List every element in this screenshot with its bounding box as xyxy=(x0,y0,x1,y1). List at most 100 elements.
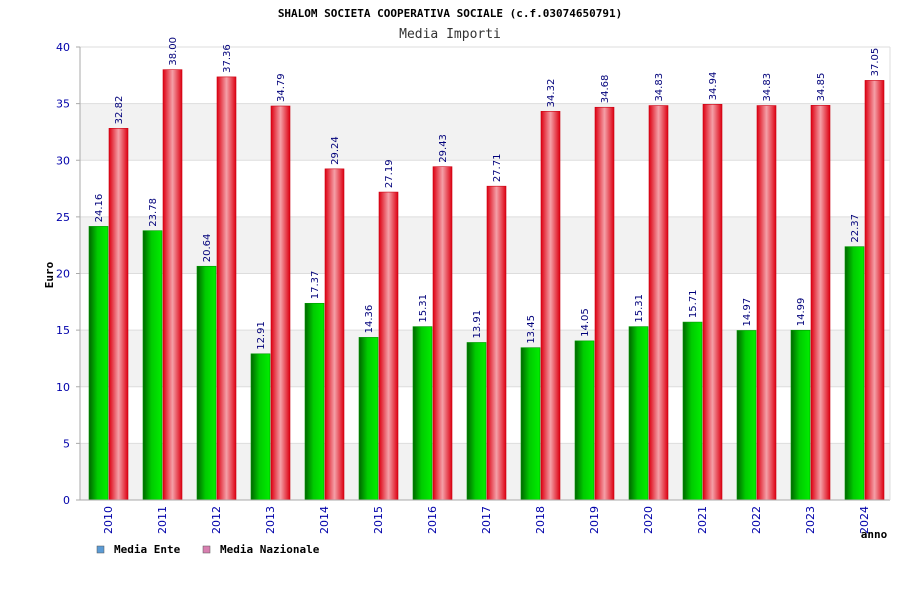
data-label: 13.45 xyxy=(526,315,537,344)
axes-group xyxy=(76,46,891,501)
y-tick-label: 30 xyxy=(56,154,70,167)
data-label: 15.31 xyxy=(634,294,645,323)
data-label: 29.24 xyxy=(330,136,341,165)
y-axis-label: Euro xyxy=(43,261,56,288)
grid-band xyxy=(80,103,890,161)
y-tick-label: 25 xyxy=(56,211,70,224)
bar-media-nazionale-2014 xyxy=(324,168,345,501)
x-tick-label: 2020 xyxy=(642,506,655,534)
data-label: 14.05 xyxy=(580,308,591,337)
legend-swatch xyxy=(202,545,211,554)
data-label: 15.71 xyxy=(688,289,699,318)
bar-media-ente-2021 xyxy=(682,321,703,501)
data-label: 34.68 xyxy=(600,75,611,104)
data-labels-group: 24.16 32.82 23.78 38.00 20.64 37.36 12.91 34.79… xyxy=(94,37,881,350)
y-tick-label: 20 xyxy=(56,268,70,281)
x-tick-label: 2018 xyxy=(534,506,547,534)
x-tick-label: 2019 xyxy=(588,506,601,534)
bar-media-nazionale-2013 xyxy=(270,105,291,501)
y-tick-label: 35 xyxy=(56,98,70,111)
data-label: 34.79 xyxy=(276,73,287,102)
bar-media-ente-2020 xyxy=(628,326,649,501)
x-tick-label: 2014 xyxy=(318,506,331,534)
data-label: 12.91 xyxy=(256,321,267,350)
y-tick-label: 0 xyxy=(63,494,70,507)
x-tick-label: 2017 xyxy=(480,506,493,534)
data-label: 38.00 xyxy=(168,37,179,66)
legend-label: Media Nazionale xyxy=(220,543,320,556)
bar-media-nazionale-2011 xyxy=(162,69,183,501)
y-tick-label: 5 xyxy=(63,437,70,450)
x-axis-label: anno xyxy=(861,528,888,541)
data-label: 22.37 xyxy=(850,214,861,243)
y-tick-label: 15 xyxy=(56,324,70,337)
legend-label: Media Ente xyxy=(114,543,181,556)
data-label: 14.99 xyxy=(796,298,807,327)
x-tick-label: 2024 xyxy=(858,506,871,534)
bar-media-ente-2010 xyxy=(88,226,109,501)
data-label: 20.64 xyxy=(202,234,213,263)
x-tick-labels: 2010 2011 2012 2013 2014 2015 2016 2017 2018 2019… xyxy=(102,506,871,534)
data-label: 32.82 xyxy=(114,96,125,125)
x-tick-label: 2011 xyxy=(156,506,169,534)
data-label: 13.91 xyxy=(472,310,483,339)
chart-title: SHALOM SOCIETA COOPERATIVA SOCIALE (c.f.… xyxy=(278,7,622,20)
bar-media-ente-2019 xyxy=(574,340,595,501)
bar-media-ente-2024 xyxy=(844,246,865,501)
y-tick-label: 10 xyxy=(56,381,70,394)
bar-media-nazionale-2022 xyxy=(756,105,777,501)
data-label: 34.85 xyxy=(816,73,827,102)
x-tick-label: 2016 xyxy=(426,506,439,534)
x-tick-label: 2012 xyxy=(210,506,223,534)
y-tick-labels: 0 5 10 15 20 25 30 35 40 xyxy=(56,41,70,507)
bar-media-nazionale-2010 xyxy=(108,128,129,501)
data-label: 37.05 xyxy=(870,48,881,77)
data-label: 34.83 xyxy=(654,73,665,102)
x-tick-label: 2013 xyxy=(264,506,277,534)
bar-media-nazionale-2023 xyxy=(810,105,831,501)
bar-media-nazionale-2015 xyxy=(378,191,399,501)
data-label: 34.32 xyxy=(546,79,557,108)
bars-group xyxy=(88,69,885,501)
bar-media-nazionale-2017 xyxy=(486,185,507,501)
bar-media-ente-2015 xyxy=(358,337,379,501)
bar-media-ente-2022 xyxy=(736,330,757,501)
bar-media-ente-2014 xyxy=(304,302,325,501)
bar-media-ente-2017 xyxy=(466,342,487,501)
x-tick-label: 2015 xyxy=(372,506,385,534)
data-label: 14.36 xyxy=(364,305,375,334)
bar-media-nazionale-2024 xyxy=(864,80,885,501)
legend: Media Ente Media Nazionale xyxy=(96,543,320,556)
bar-media-nazionale-2019 xyxy=(594,106,615,501)
data-label: 34.94 xyxy=(708,72,719,101)
data-label: 23.78 xyxy=(148,198,159,227)
grid-band xyxy=(80,216,890,274)
bar-media-ente-2023 xyxy=(790,329,811,501)
data-label: 27.19 xyxy=(384,159,395,188)
bar-media-ente-2016 xyxy=(412,326,433,501)
data-label: 27.71 xyxy=(492,154,503,183)
bar-media-ente-2012 xyxy=(196,265,217,501)
x-tick-label: 2022 xyxy=(750,506,763,534)
chart-subtitle: Media Importi xyxy=(399,27,501,42)
bar-media-nazionale-2016 xyxy=(432,166,453,501)
data-label: 15.31 xyxy=(418,294,429,323)
data-label: 17.37 xyxy=(310,271,321,300)
bar-media-nazionale-2012 xyxy=(216,76,237,501)
data-label: 34.83 xyxy=(762,73,773,102)
x-tick-label: 2010 xyxy=(102,506,115,534)
x-tick-label: 2021 xyxy=(696,506,709,534)
bar-media-ente-2018 xyxy=(520,347,541,501)
bar-media-nazionale-2021 xyxy=(702,104,723,501)
data-label: 37.36 xyxy=(222,44,233,73)
y-tick-label: 40 xyxy=(56,41,70,54)
data-label: 29.43 xyxy=(438,134,449,163)
bar-media-nazionale-2020 xyxy=(648,105,669,501)
x-tick-label: 2023 xyxy=(804,506,817,534)
bar-media-ente-2011 xyxy=(142,230,163,501)
data-label: 24.16 xyxy=(94,194,105,223)
data-label: 14.97 xyxy=(742,298,753,327)
bar-media-ente-2013 xyxy=(250,353,271,501)
